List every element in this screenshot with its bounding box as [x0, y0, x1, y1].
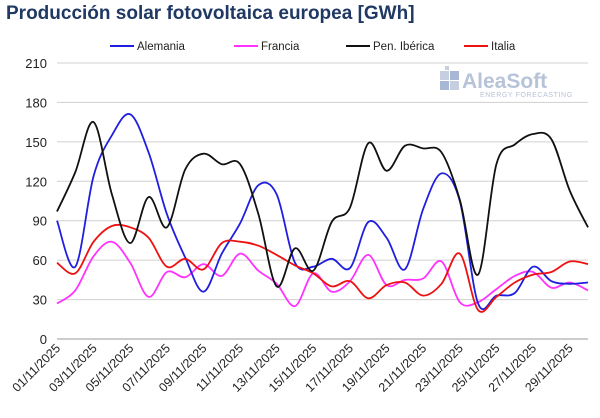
chart-title: Producción solar fotovoltaica europea [G…: [6, 3, 415, 24]
legend-label-pen-iberica: Pen. Ibérica: [373, 41, 435, 53]
y-tick-label: 150: [25, 135, 47, 150]
y-tick-label: 60: [33, 253, 47, 268]
y-tick-label: 30: [33, 293, 47, 308]
y-tick-label: 0: [40, 332, 47, 347]
watermark-logo: AleaSoft ENERGY FORECASTING: [440, 66, 573, 99]
legend-label-alemania: Alemania: [137, 41, 186, 53]
grid-layer: [57, 62, 588, 340]
y-tick-label: 210: [25, 56, 47, 71]
y-tick-label: 120: [25, 174, 47, 189]
watermark-subtitle: ENERGY FORECASTING: [480, 92, 573, 99]
y-tick-label: 180: [25, 95, 47, 110]
y-tick-label: 90: [33, 214, 47, 229]
aleasoft-logo-icon: [440, 66, 459, 90]
axis-layer: 030609012015018021001/11/202503/11/20250…: [10, 56, 588, 395]
legend-label-italia: Italia: [491, 41, 516, 53]
legend: Alemania Francia Pen. Ibérica Italia: [110, 41, 516, 53]
series-line-pen-iberica: [56, 121, 589, 288]
series-line-alemania: [56, 113, 589, 311]
legend-label-francia: Francia: [261, 41, 300, 53]
series-layer: [56, 113, 589, 313]
watermark-name: AleaSoft: [462, 70, 547, 93]
series-line-italia: [56, 223, 589, 313]
